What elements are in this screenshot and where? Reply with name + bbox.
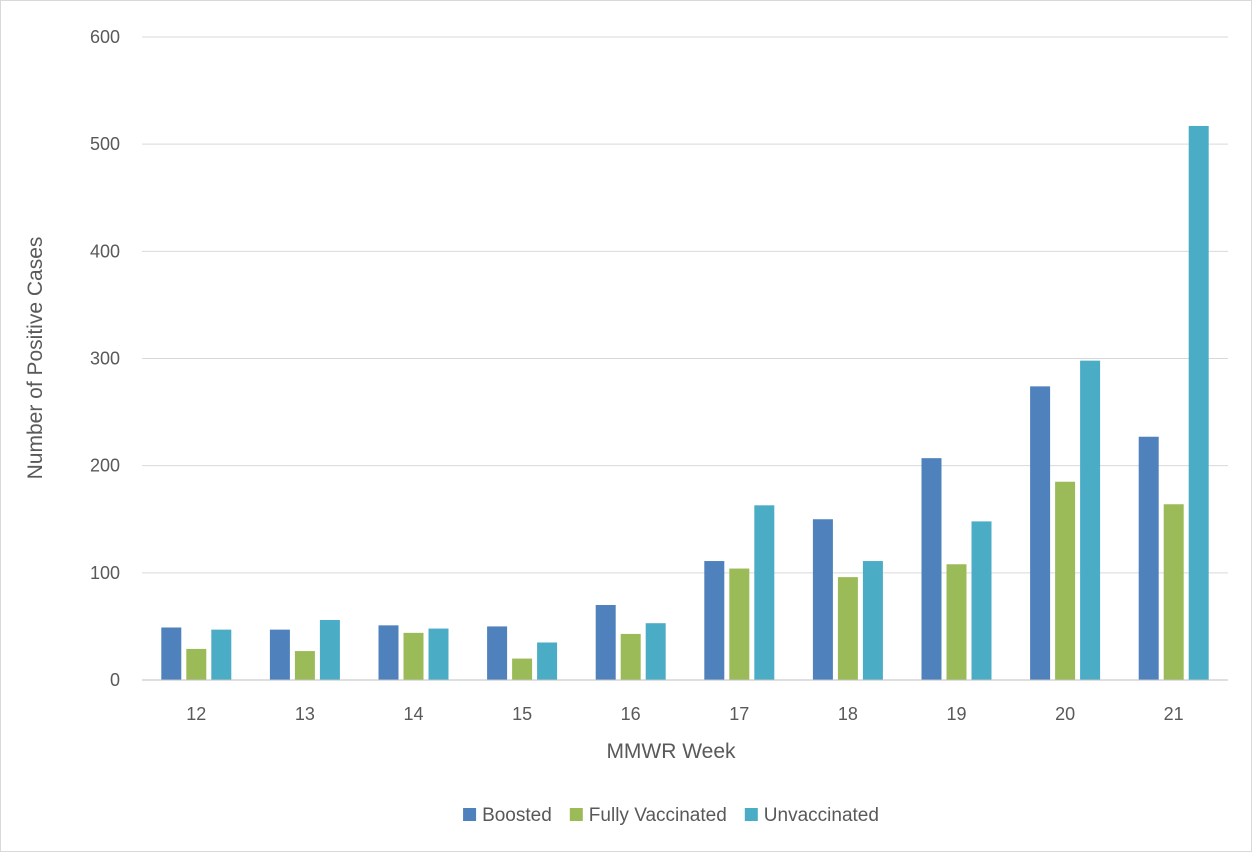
- y-tick-label: 0: [110, 670, 120, 690]
- bar-unvaccinated-week-12: [211, 629, 232, 680]
- bars: [161, 125, 1209, 680]
- y-tick-label: 500: [90, 134, 120, 154]
- x-tick-label: 17: [729, 704, 749, 724]
- bar-boosted-week-15: [487, 626, 508, 680]
- x-tick-label: 14: [403, 704, 423, 724]
- bar-boosted-week-16: [595, 604, 616, 680]
- bar-unvaccinated-week-19: [971, 521, 992, 680]
- legend: Boosted Fully Vaccinated Unvaccinated: [463, 805, 879, 826]
- bar-boosted-week-13: [269, 629, 290, 680]
- bar-fully-vaccinated-week-19: [946, 564, 967, 680]
- bar-boosted-week-19: [921, 458, 942, 680]
- bar-boosted-week-12: [161, 627, 182, 680]
- bar-fully-vaccinated-week-21: [1163, 504, 1184, 680]
- y-tick-label: 400: [90, 241, 120, 261]
- bar-unvaccinated-week-13: [319, 619, 340, 680]
- bar-unvaccinated-week-20: [1080, 360, 1101, 680]
- legend-label: Boosted: [482, 805, 552, 826]
- legend-item-boosted: Boosted: [463, 805, 552, 826]
- y-tick-label: 200: [90, 456, 120, 476]
- y-axis-title: Number of Positive Cases: [24, 237, 47, 480]
- bar-fully-vaccinated-week-15: [512, 658, 533, 680]
- bar-fully-vaccinated-week-20: [1055, 481, 1076, 680]
- x-axis-title: MMWR Week: [606, 740, 736, 763]
- bar-fully-vaccinated-week-17: [729, 568, 750, 680]
- bar-fully-vaccinated-week-16: [620, 633, 641, 680]
- bar-boosted-week-18: [812, 519, 833, 680]
- x-tick-label: 12: [186, 704, 206, 724]
- x-tick-label: 20: [1055, 704, 1075, 724]
- legend-swatch: [744, 808, 758, 821]
- bar-boosted-week-17: [704, 561, 725, 680]
- bar-fully-vaccinated-week-14: [403, 632, 424, 680]
- bar-boosted-week-14: [378, 625, 399, 680]
- bar-fully-vaccinated-week-12: [186, 648, 207, 680]
- bar-fully-vaccinated-week-13: [294, 651, 315, 680]
- legend-item-fully-vaccinated: Fully Vaccinated: [569, 805, 727, 826]
- legend-swatch: [569, 808, 583, 821]
- y-tick-label: 300: [90, 349, 120, 369]
- x-tick-label: 18: [838, 704, 858, 724]
- legend-swatch: [463, 808, 477, 821]
- bar-boosted-week-20: [1030, 386, 1051, 680]
- y-tick-label: 600: [90, 27, 120, 47]
- bar-unvaccinated-week-21: [1188, 125, 1209, 680]
- legend-item-unvaccinated: Unvaccinated: [744, 805, 879, 826]
- y-tick-label: 100: [90, 563, 120, 583]
- x-tick-label: 19: [946, 704, 966, 724]
- legend-label: Fully Vaccinated: [589, 805, 727, 826]
- bar-fully-vaccinated-week-18: [837, 577, 858, 680]
- bar-unvaccinated-week-16: [645, 623, 666, 680]
- bar-unvaccinated-week-15: [537, 642, 558, 680]
- legend-label: Unvaccinated: [764, 805, 879, 826]
- x-tick-label: 15: [512, 704, 532, 724]
- bar-unvaccinated-week-14: [428, 628, 449, 680]
- x-tick-label: 13: [295, 704, 315, 724]
- x-axis-ticks: 12 13 14 15 16 17 18 19 20 21: [186, 704, 1183, 724]
- x-tick-label: 16: [621, 704, 641, 724]
- x-tick-label: 21: [1164, 704, 1184, 724]
- bar-boosted-week-21: [1138, 436, 1159, 680]
- bar-unvaccinated-week-18: [862, 561, 883, 680]
- y-axis-ticks: 0 100 200 300 400 500 600: [90, 27, 120, 690]
- bar-unvaccinated-week-17: [754, 505, 775, 680]
